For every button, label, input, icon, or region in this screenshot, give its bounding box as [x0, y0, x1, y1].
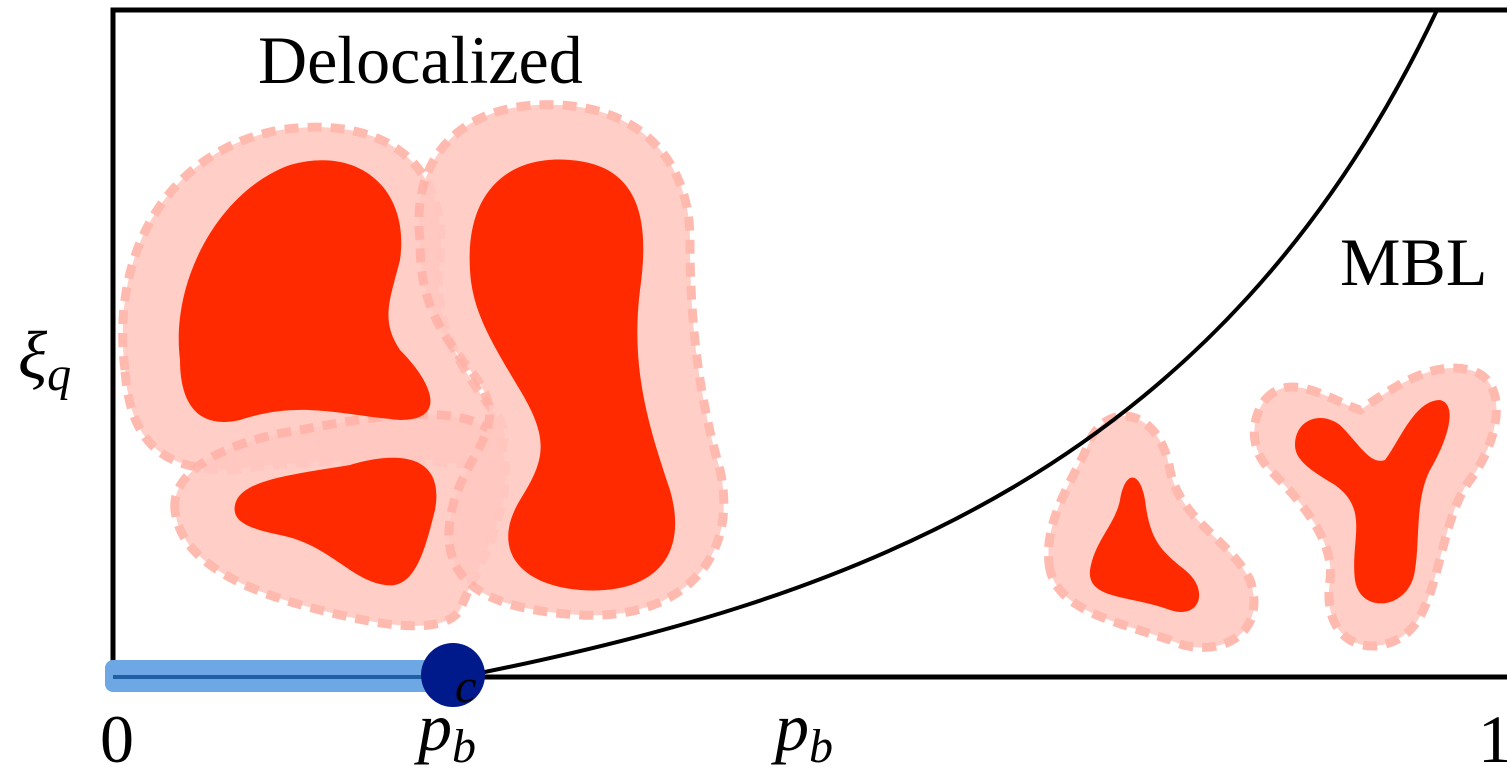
phase-diagram: Delocalized MBL ξq 0 1 pbc pb	[0, 0, 1507, 772]
subscript: q	[47, 348, 71, 401]
x-tick-label: 0	[100, 701, 134, 772]
region-label: Delocalized	[258, 22, 583, 98]
superscript: c	[455, 660, 476, 713]
page: Delocalized MBL ξq 0 1 pbc pb (() => { c…	[0, 0, 1507, 772]
x-tick-label: 1	[1478, 701, 1507, 772]
symbol: p	[414, 689, 452, 765]
subscript: b	[809, 720, 833, 772]
x-axis-label: pb	[771, 689, 833, 772]
region-label: MBL	[1340, 224, 1487, 300]
symbol: ξ	[18, 317, 48, 393]
symbol: p	[771, 689, 809, 765]
subscript: b	[452, 720, 476, 772]
y-axis-label: ξq	[18, 317, 71, 401]
